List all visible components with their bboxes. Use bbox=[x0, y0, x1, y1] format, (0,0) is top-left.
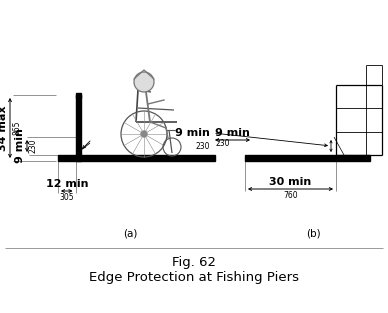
Text: Edge Protection at Fishing Piers: Edge Protection at Fishing Piers bbox=[89, 271, 299, 284]
Text: 865: 865 bbox=[12, 121, 21, 135]
Text: 230: 230 bbox=[196, 142, 210, 151]
Text: 230: 230 bbox=[215, 138, 229, 147]
Text: 9 min: 9 min bbox=[15, 129, 25, 163]
Bar bbox=[58, 155, 215, 161]
Text: Fig. 62: Fig. 62 bbox=[172, 256, 216, 269]
Text: 9 min: 9 min bbox=[215, 128, 250, 138]
Text: 760: 760 bbox=[283, 191, 298, 200]
Bar bbox=[76, 93, 80, 98]
Text: (b): (b) bbox=[306, 229, 321, 239]
Text: (a): (a) bbox=[123, 229, 137, 239]
Text: 9 min: 9 min bbox=[175, 128, 210, 138]
Text: 230: 230 bbox=[29, 139, 38, 153]
Circle shape bbox=[134, 72, 154, 92]
Circle shape bbox=[141, 131, 147, 137]
Text: 30 min: 30 min bbox=[269, 177, 312, 187]
Bar bbox=[76, 95, 80, 161]
Text: 34 max: 34 max bbox=[0, 105, 8, 151]
Text: 305: 305 bbox=[59, 193, 74, 202]
Text: 12 min: 12 min bbox=[45, 179, 88, 189]
Bar bbox=[245, 155, 370, 161]
